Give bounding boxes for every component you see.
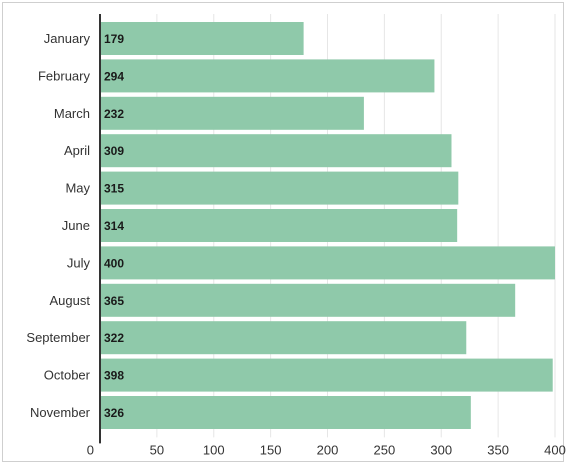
category-label: May [65,181,90,196]
bar [100,134,452,168]
bar [100,246,555,280]
category-label: January [44,31,91,46]
x-tick-label: 250 [374,442,396,457]
data-label: 294 [104,69,124,83]
category-label: June [62,218,90,233]
data-label: 315 [104,182,124,196]
data-label: 314 [104,219,124,233]
data-label: 309 [104,144,124,158]
category-label: February [38,68,91,83]
x-tick-label: 50 [150,442,164,457]
category-label: July [67,255,91,270]
category-label: October [44,368,91,383]
x-tick-label: 150 [260,442,282,457]
bar [100,283,516,317]
category-label: September [26,330,90,345]
bar [100,22,304,55]
bar [100,396,471,429]
category-label: April [64,143,90,158]
x-tick-label: 400 [544,442,566,457]
data-label: 322 [104,331,124,345]
bar [100,358,553,392]
data-label: 179 [104,32,124,46]
x-tick-label: 0 [87,442,94,457]
bar [100,209,458,242]
x-tick-label: 100 [203,442,225,457]
data-label: 400 [104,256,124,270]
category-label: March [54,106,90,121]
bar [100,96,364,130]
x-tick-label: 350 [487,442,509,457]
x-tick-label: 300 [430,442,452,457]
bar [100,171,459,205]
data-label: 365 [104,294,124,308]
bar [100,59,435,93]
bar [100,321,467,355]
data-label: 398 [104,369,124,383]
x-tick-label: 200 [317,442,339,457]
category-label: August [50,293,91,308]
category-label: November [30,405,91,420]
data-label: 232 [104,107,124,121]
data-label: 326 [104,406,124,420]
